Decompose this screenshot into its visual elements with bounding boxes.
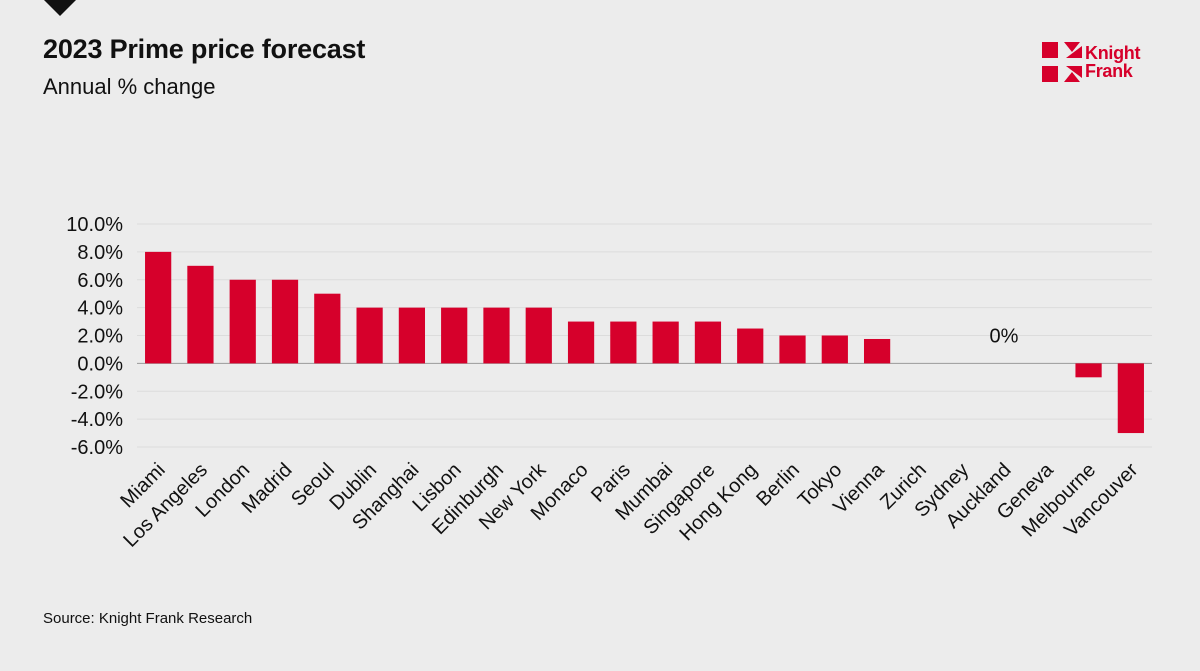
bar-monaco <box>567 321 595 364</box>
y-tick-label: 4.0% <box>77 298 123 320</box>
chart-title: 2023 Prime price forecast <box>43 34 366 64</box>
bar-paris <box>610 321 637 364</box>
bar-hong-kong <box>737 328 764 364</box>
bar-madrid <box>271 279 299 364</box>
bar-melbourne <box>1075 363 1102 378</box>
bar-mumbai <box>652 321 679 364</box>
bar-edinburgh <box>483 307 510 364</box>
y-tick-label: 8.0% <box>77 242 123 264</box>
knight-frank-logo: Knight Frank <box>1042 42 1140 82</box>
logo-line-1: Knight <box>1085 43 1141 63</box>
bar-berlin <box>779 335 806 364</box>
bar-miami <box>145 251 172 364</box>
bar-vienna <box>863 338 891 364</box>
bar-london <box>229 279 256 364</box>
bar-shanghai <box>398 307 426 364</box>
bar-dublin <box>356 307 383 364</box>
source-note: Source: Knight Frank Research <box>43 610 253 627</box>
logo-wordmark: Knight Frank <box>1085 44 1140 80</box>
y-tick-label: -2.0% <box>71 381 123 403</box>
y-tick-label: 2.0% <box>77 326 123 348</box>
x-category-label: Berlin <box>752 459 804 511</box>
bar-lisbon <box>441 307 468 364</box>
knight-frank-logo-mark-icon <box>1042 42 1082 82</box>
bar-singapore <box>694 321 722 364</box>
chart-subtitle: Annual % change <box>43 74 216 99</box>
bar-vancouver <box>1117 363 1144 434</box>
bar-new-york <box>525 307 552 364</box>
zero-annotation-label: 0% <box>990 325 1019 347</box>
y-tick-label: 0.0% <box>77 353 123 375</box>
bar-tokyo <box>821 335 848 364</box>
corner-marker <box>44 0 76 16</box>
y-tick-label: -6.0% <box>71 437 123 459</box>
y-tick-label: 10.0% <box>66 214 123 236</box>
logo-line-2: Frank <box>1085 61 1133 81</box>
y-tick-label: 6.0% <box>77 270 123 292</box>
bar-seoul <box>314 293 341 364</box>
y-tick-label: -4.0% <box>71 409 123 431</box>
bar-los-angeles <box>187 265 214 364</box>
